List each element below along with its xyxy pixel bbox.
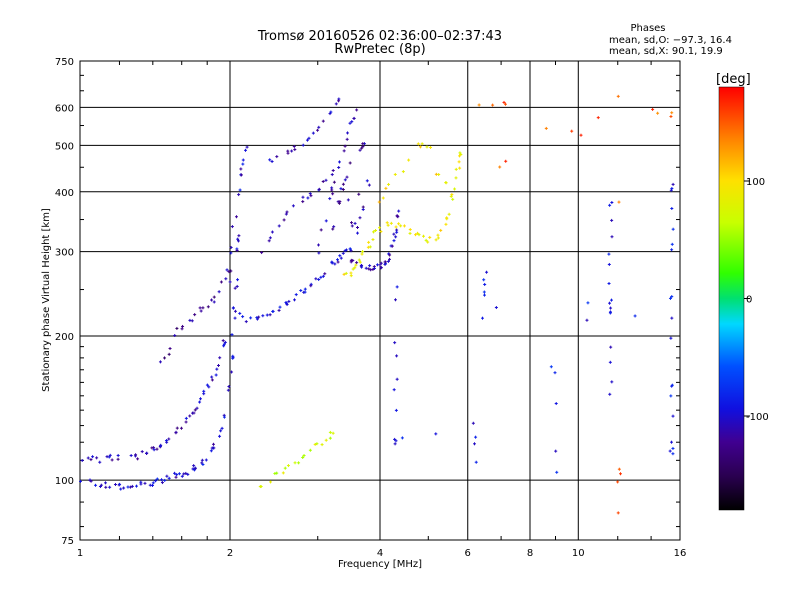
x-tick-label: 16 (674, 548, 687, 559)
colorbar (718, 86, 745, 511)
colorbar-tick-label: 0 (746, 295, 752, 306)
y-tick-label: 400 (55, 188, 74, 199)
colorbar-ticks: 100 0 -100 (744, 177, 769, 423)
data-points (79, 94, 675, 515)
colorbar-tick-label: -100 (746, 412, 769, 423)
y-tick-label: 100 (55, 476, 74, 487)
phases-line-x: mean, sd,X: 90.1, 19.9 (609, 46, 723, 57)
y-axis-label: Stationary phase Virtual Height [km] (41, 208, 52, 392)
y-tick-label: 300 (55, 248, 74, 259)
x-tick-label: 1 (77, 548, 83, 559)
y-tick-label: 75 (61, 536, 74, 547)
axis-ticks: 1 2 4 6 8 10 16 75 100 200 300 400 500 600 750 (55, 57, 686, 559)
chart-subtitle: RwPretec (8p) (334, 42, 425, 57)
y-tick-label: 600 (55, 103, 74, 114)
x-tick-label: 8 (527, 548, 533, 559)
x-tick-label: 4 (377, 548, 383, 559)
y-tick-label: 500 (55, 141, 74, 152)
x-axis-label: Frequency [MHz] (338, 559, 422, 570)
x-tick-label: 10 (572, 548, 585, 559)
chart-title: Tromsø 20160526 02:36:00–02:37:43 (257, 29, 502, 44)
grid-lines (80, 61, 681, 540)
colorbar-label: [deg] (716, 72, 751, 87)
phases-heading: Phases (630, 23, 665, 34)
x-tick-label: 2 (227, 548, 233, 559)
colorbar-tick-label: 100 (746, 177, 765, 188)
phases-line-o: mean, sd,O: −97.3, 16.4 (609, 35, 732, 46)
x-tick-label: 6 (465, 548, 471, 559)
y-tick-label: 750 (55, 57, 74, 68)
y-tick-label: 200 (55, 332, 74, 343)
